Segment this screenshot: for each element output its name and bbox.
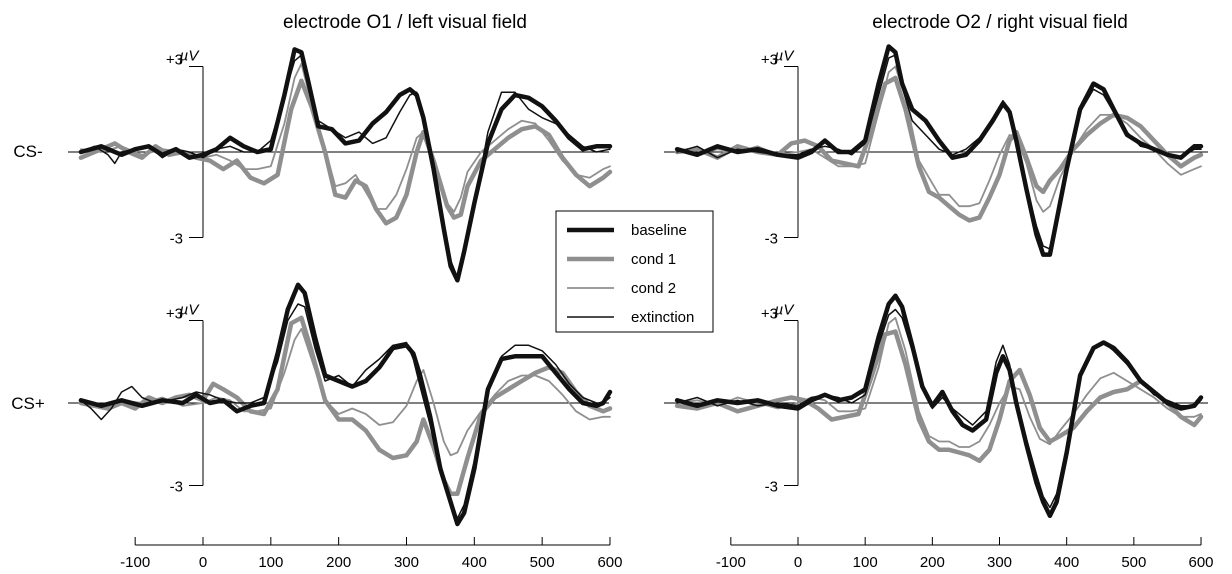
series-line-baseline bbox=[81, 49, 610, 280]
series-line-cond-2 bbox=[81, 329, 610, 456]
y-tick-label: -3 bbox=[765, 231, 778, 248]
y-unit-label: µV bbox=[775, 302, 796, 319]
x-axis-o2: -100 0 100 200 300 400 500 600 bbox=[716, 537, 1214, 571]
x-tick-label: 500 bbox=[530, 554, 555, 571]
legend: baseline cond 1 cond 2 extinction bbox=[556, 211, 713, 332]
x-tick-label: 600 bbox=[597, 554, 622, 571]
series-line-extinction bbox=[81, 55, 610, 277]
x-tick-label: 300 bbox=[394, 554, 419, 571]
series-line-cond-2 bbox=[677, 318, 1201, 447]
y-unit-label: µV bbox=[180, 48, 201, 65]
x-axis-o1: -100 0 100 200 300 400 500 600 bbox=[120, 537, 622, 571]
x-tick-label: 500 bbox=[1121, 554, 1146, 571]
legend-label-cond-2: cond 2 bbox=[631, 280, 676, 297]
y-tick-label: -3 bbox=[170, 231, 183, 248]
series-line-baseline bbox=[677, 47, 1201, 255]
x-tick-label: 0 bbox=[199, 554, 207, 571]
panel-csplus-o2: +3-3µV bbox=[664, 296, 1208, 516]
row-label-cs-plus: CS+ bbox=[11, 394, 45, 413]
y-unit-label: µV bbox=[775, 48, 796, 65]
x-tick-label: 300 bbox=[987, 554, 1012, 571]
x-tick-label: 400 bbox=[462, 554, 487, 571]
legend-label-extinction: extinction bbox=[631, 309, 694, 326]
x-tick-label: 600 bbox=[1189, 554, 1214, 571]
x-tick-label: -100 bbox=[716, 554, 746, 571]
column-title-o2: electrode O2 / right visual field bbox=[872, 12, 1128, 33]
y-tick-label: -3 bbox=[170, 479, 183, 496]
x-tick-label: 400 bbox=[1054, 554, 1079, 571]
x-tick-label: 100 bbox=[853, 554, 878, 571]
x-tick-label: 100 bbox=[258, 554, 283, 571]
x-tick-label: 200 bbox=[326, 554, 351, 571]
panel-csminus-o1: +3-3µV bbox=[68, 48, 610, 281]
x-tick-label: 200 bbox=[920, 554, 945, 571]
panel-csplus-o1: +3-3µV bbox=[68, 285, 610, 524]
x-tick-label: -100 bbox=[120, 554, 150, 571]
row-label-cs-minus: CS- bbox=[13, 142, 42, 161]
x-tick-label: 0 bbox=[794, 554, 802, 571]
legend-label-cond-1: cond 1 bbox=[631, 251, 676, 268]
legend-label-baseline: baseline bbox=[631, 222, 687, 239]
y-unit-label: µV bbox=[180, 302, 201, 319]
y-tick-label: -3 bbox=[765, 479, 778, 496]
panel-csminus-o2: +3-3µV bbox=[664, 47, 1208, 255]
series-line-cond-1 bbox=[81, 318, 610, 494]
column-title-o1: electrode O1 / left visual field bbox=[283, 12, 527, 33]
